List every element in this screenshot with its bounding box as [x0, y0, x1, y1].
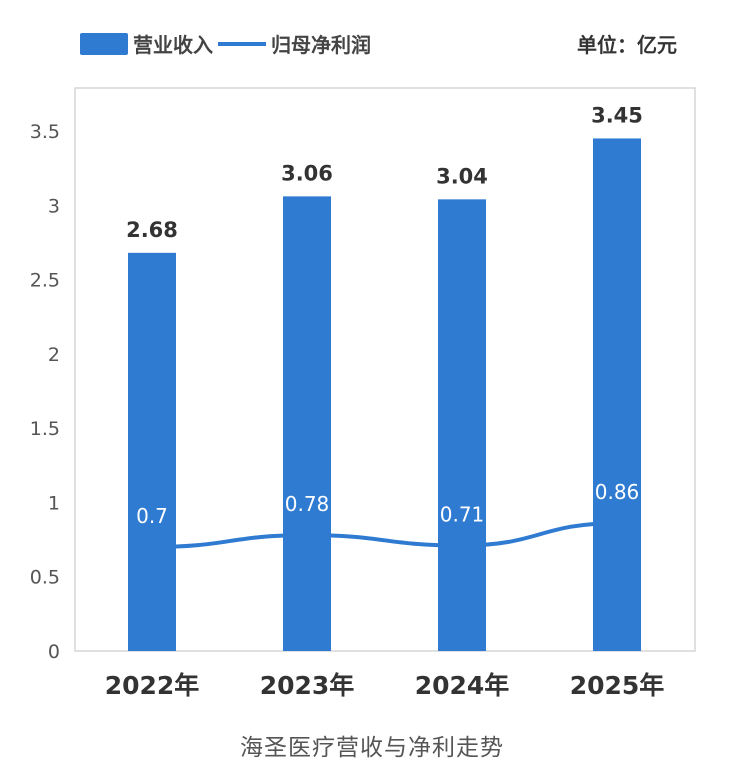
chart-caption: 海圣医疗营收与净利走势 — [240, 735, 504, 761]
profit-line — [151, 521, 618, 549]
y-tick-label: 1 — [48, 492, 60, 514]
y-tick-label: 3.5 — [30, 121, 60, 143]
x-tick-label: 2024年 — [415, 671, 510, 700]
bar-series — [128, 138, 641, 652]
x-tick-label: 2022年 — [105, 671, 200, 700]
bar — [283, 196, 331, 651]
y-tick-label: 0.5 — [30, 567, 60, 589]
bar-value-label: 3.06 — [281, 161, 333, 185]
plot-area — [74, 87, 696, 652]
line-point — [150, 545, 154, 549]
line-series — [150, 521, 619, 549]
y-tick-label: 2 — [48, 344, 60, 366]
line-value-label: 0.7 — [136, 504, 168, 528]
y-tick-label: 2.5 — [30, 270, 60, 292]
y-tick-label: 0 — [48, 641, 60, 663]
line-point — [460, 543, 464, 548]
bar — [438, 199, 486, 652]
bar-value-label: 3.45 — [591, 103, 643, 127]
line-point — [615, 521, 619, 526]
x-tick-label: 2025年 — [570, 671, 665, 700]
bar — [128, 252, 176, 652]
line-value-label: 0.86 — [595, 480, 640, 504]
line-value-labels: 0.7 0.78 0.71 0.86 — [136, 480, 639, 528]
x-axis: 2022年 2023年 2024年 2025年 — [105, 671, 665, 700]
x-tick-label: 2023年 — [260, 671, 355, 700]
bar-value-labels: 2.68 3.06 3.04 3.45 — [126, 103, 643, 241]
bar-value-label: 2.68 — [126, 218, 178, 242]
y-axis: 0 0.5 1 1.5 2 2.5 3 3.5 — [30, 121, 60, 663]
line-value-label: 0.71 — [440, 503, 485, 527]
line-point — [305, 533, 309, 538]
legend-revenue-label: 营业收入 — [133, 33, 213, 57]
y-tick-label: 1.5 — [30, 418, 60, 440]
line-value-label: 0.78 — [285, 492, 330, 516]
y-tick-label: 3 — [48, 195, 60, 217]
legend-profit-label: 归母净利润 — [271, 33, 371, 57]
bar-value-label: 3.04 — [436, 164, 488, 188]
legend-revenue-swatch — [80, 33, 128, 55]
unit-label: 单位：亿元 — [577, 33, 677, 57]
bar — [593, 138, 641, 651]
